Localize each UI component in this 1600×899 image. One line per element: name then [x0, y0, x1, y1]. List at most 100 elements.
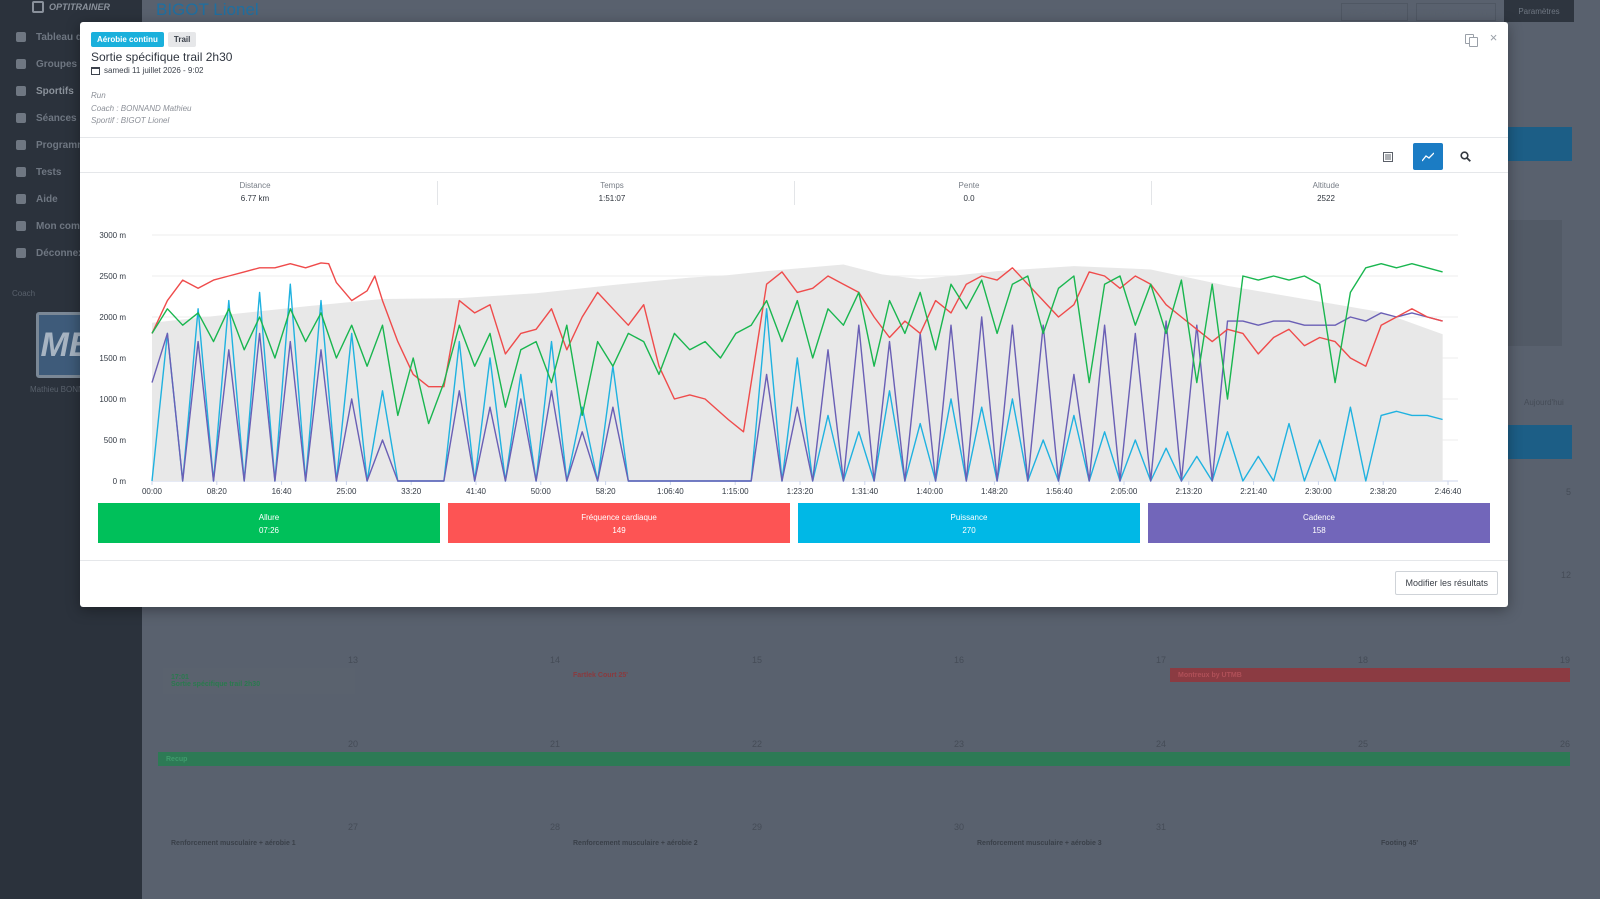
stat-value: 6.77 km: [240, 194, 270, 203]
sidebar-item-label: Programmes: [36, 139, 98, 151]
top-bar: BIGOT Lionel 06 34 58 44 03 lionel@yahoo…: [142, 0, 1600, 24]
calendar-event[interactable]: Recup: [158, 752, 1570, 766]
metric-pace[interactable]: Allure 07:26: [98, 503, 440, 543]
close-icon: ×: [1489, 30, 1498, 45]
calendar-event[interactable]: Footing 45': [1381, 839, 1419, 847]
calendar-day-number: 23: [954, 739, 965, 749]
metric-value: 158: [1312, 526, 1326, 535]
table-view-button[interactable]: [1373, 143, 1403, 170]
logo-mark-icon: [32, 1, 44, 13]
line-chart-icon: [1422, 152, 1434, 161]
phone-chip[interactable]: 06 34 58 44 03: [1340, 3, 1408, 21]
session-results-modal: Aérobie continu Trail Sortie spécifique …: [80, 22, 1508, 607]
metric-label: Cadence: [1302, 513, 1336, 522]
divider: [80, 172, 1508, 173]
calendar-event[interactable]: 17:01 Sortie spécifique trail 2h30: [163, 668, 355, 694]
y-tick-label: 0 m: [113, 477, 127, 486]
calendar-day-number: 13: [348, 655, 359, 665]
calendar-event[interactable]: Fartlek Court 25': [573, 671, 628, 679]
app-logo[interactable]: OPTITRAINER: [32, 0, 110, 14]
table-icon: [1383, 151, 1393, 162]
duplicate-button[interactable]: [1465, 34, 1478, 47]
copy-icon: [16, 140, 26, 150]
calendar-day-number: 30: [954, 822, 965, 832]
dashboard-icon: [16, 32, 26, 42]
calendar-event[interactable]: Renforcement musculaire + aérobie 3: [977, 839, 1102, 847]
settings-button[interactable]: Paramètres: [1504, 0, 1574, 22]
calendar-event[interactable]: Renforcement musculaire + aérobie 2: [573, 839, 698, 847]
x-tick-label: 50:00: [531, 487, 552, 496]
calendar-day-number: 18: [1358, 655, 1369, 665]
sidebar-item-label: Déconnexion: [36, 247, 99, 259]
stat-divider: [794, 181, 795, 205]
calendar-day-number: 29: [752, 822, 763, 832]
x-tick-label: 1:23:20: [787, 487, 814, 496]
session-athlete: Sportif : BIGOT Lionel: [91, 116, 170, 125]
series-line-heart-rate: [151, 262, 1443, 433]
sidebar-item-account[interactable]: Mon compte: [16, 218, 95, 234]
calendar-icon: [91, 66, 100, 75]
series-line-pace: [151, 263, 1443, 425]
x-tick-label: 2:13:20: [1175, 487, 1202, 496]
metric-label: Allure: [258, 513, 280, 522]
calendar-event[interactable]: Montreux by UTMB: [1170, 668, 1570, 682]
calendar-day-number: 20: [348, 739, 359, 749]
metric-heart-rate[interactable]: Fréquence cardiaque 149: [448, 503, 790, 543]
metric-value: 270: [962, 526, 976, 535]
help-icon: [16, 194, 26, 204]
edit-results-button[interactable]: Modifier les résultats: [1395, 571, 1498, 595]
workout-chart[interactable]: 0 m 500 m 1000 m 1500 m 2000 m 2500 m 3000 m 00…: [80, 208, 1508, 498]
close-button[interactable]: ×: [1487, 30, 1500, 45]
sidebar-item-logout[interactable]: Déconnexion: [16, 245, 99, 261]
sidebar-item-programs[interactable]: Programmes: [16, 137, 97, 153]
calendar-day-number: 25: [1358, 739, 1369, 749]
calendar-day-number: 5: [1566, 487, 1572, 497]
session-sport: Run: [91, 91, 106, 100]
sidebar-item-groups[interactable]: Groupes: [16, 56, 77, 72]
sidebar-item-dashboard[interactable]: Tableau de bord: [16, 29, 113, 45]
stat-value: 2522: [1317, 194, 1335, 203]
x-tick-label: 2:21:40: [1240, 487, 1267, 496]
athlete-title: BIGOT Lionel: [156, 0, 259, 19]
sidebar-item-label: Sportifs: [36, 85, 74, 97]
x-tick-label: 58:20: [596, 487, 617, 496]
sidebar-item-label: Mon compte: [36, 220, 95, 232]
x-tick-label: 1:48:20: [981, 487, 1008, 496]
sidebar-item-label: Groupes: [36, 58, 78, 70]
x-tick-label: 00:00: [142, 487, 163, 496]
sidebar-item-sessions[interactable]: Séances: [16, 110, 77, 126]
duplicate-icon: [1465, 34, 1478, 47]
sidebar-item-athletes[interactable]: Sportifs: [16, 83, 74, 99]
metric-power[interactable]: Puissance 270: [798, 503, 1140, 543]
tag-aerobic: Aérobie continu: [91, 32, 164, 47]
today-button[interactable]: Aujourd'hui: [1524, 398, 1564, 407]
x-tick-label: 1:40:00: [916, 487, 943, 496]
y-tick-label: 500 m: [104, 436, 127, 445]
event-time: 17:01: [171, 674, 189, 681]
calendar-day-number: 15: [752, 655, 763, 665]
chart-view-button[interactable]: [1413, 143, 1443, 170]
x-tick-label: 25:00: [336, 487, 357, 496]
session-date: samedi 11 juillet 2026 - 9:02: [91, 66, 203, 75]
calendar-day-number: 17: [1156, 655, 1167, 665]
calendar-day-number: 22: [752, 739, 763, 749]
stat-value: 1:51:07: [598, 194, 626, 203]
stat-label: Temps: [600, 181, 624, 190]
event-title: Sortie spécifique trail 2h30: [171, 681, 261, 688]
x-tick-label: 1:15:00: [722, 487, 749, 496]
stat-altitude: Altitude 2522: [1151, 181, 1501, 203]
sidebar-item-tests[interactable]: Tests: [16, 164, 61, 180]
metric-cadence[interactable]: Cadence 158: [1148, 503, 1490, 543]
stat-divider: [1151, 181, 1152, 205]
session-title: Sortie spécifique trail 2h30: [91, 50, 233, 64]
x-tick-label: 41:40: [466, 487, 487, 496]
logo-text: OPTITRAINER: [49, 2, 111, 12]
email-chip[interactable]: lionel@yahoo.com: [1416, 3, 1496, 21]
metric-label: Fréquence cardiaque: [581, 513, 657, 522]
stat-label: Pente: [958, 181, 980, 190]
sidebar-item-help[interactable]: Aide: [16, 191, 58, 207]
stat-label: Altitude: [1312, 181, 1340, 190]
zoom-button[interactable]: [1450, 143, 1480, 170]
sidebar-item-label: Tests: [36, 166, 62, 178]
calendar-event[interactable]: Renforcement musculaire + aérobie 1: [171, 839, 296, 847]
